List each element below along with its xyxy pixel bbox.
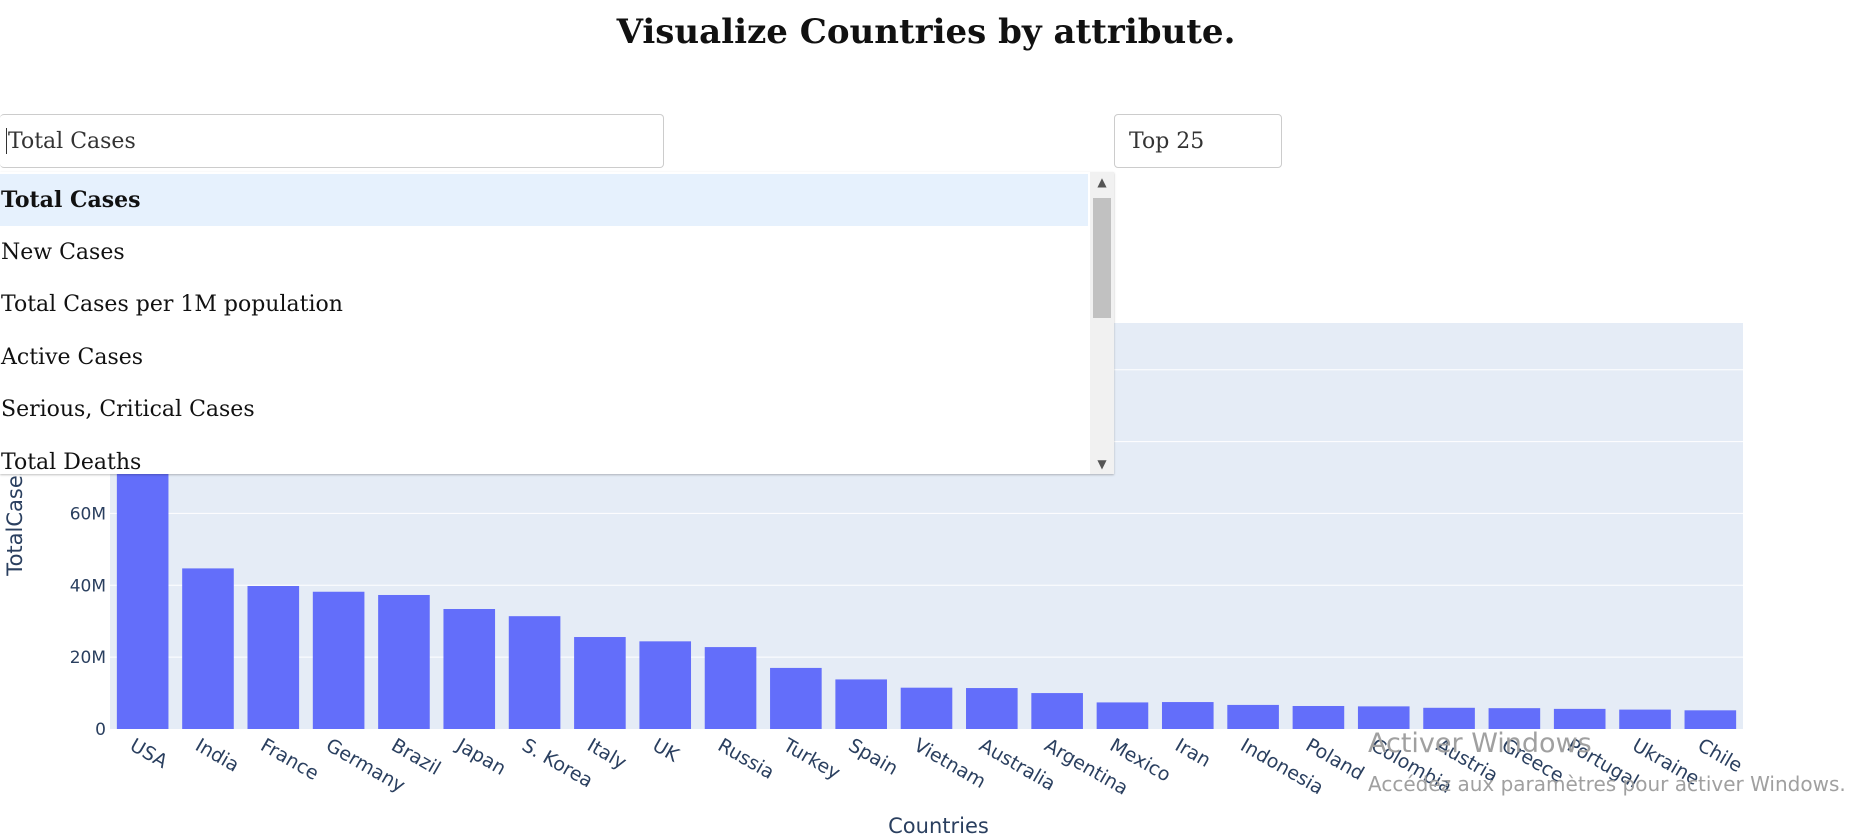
attribute-options-menu[interactable]: Total Cases New Cases Total Cases per 1M p… [0,172,1114,474]
bar-indonesia [1227,704,1279,729]
y-tick-label: 40M [70,576,106,596]
attribute-option[interactable]: Active Cases [1,344,144,370]
scroll-up-arrow-icon[interactable]: ▲ [1097,175,1107,189]
bar-colombia [1357,706,1410,729]
bar-germany [312,591,365,729]
attribute-dropdown-value: Total Cases [8,128,136,154]
bar-france [247,586,300,729]
bar-brazil [378,594,430,729]
y-tick-label: 60M [70,504,106,524]
x-tick-label: Russia [714,734,778,784]
x-tick-label: India [191,734,242,776]
x-tick-label: Spain [845,734,902,780]
bar-iran [1161,702,1214,729]
bar-greece [1488,708,1541,729]
page-title: Visualize Countries by attribute. [616,12,1236,52]
bar-japan [443,608,496,729]
bar-s-korea [508,616,561,729]
bar-poland [1292,706,1345,729]
windows-activation-title: Activer Windows [1368,728,1592,759]
x-tick-label: Vietnam [910,734,990,793]
bar-mexico [1096,702,1149,729]
bar-austria [1423,707,1475,729]
x-axis-title: Countries [888,814,989,838]
bar-turkey [770,667,822,729]
y-axis-title: TotalCases [3,464,27,576]
bar-spain [835,679,887,729]
x-tick-label: Japan [452,734,510,780]
attribute-option[interactable]: Total Cases per 1M population [1,292,343,318]
y-tick-label: 0 [95,720,106,740]
attribute-option[interactable]: Total Cases [0,174,1088,226]
attribute-dropdown[interactable]: Total Cases [0,114,664,168]
bar-russia [704,647,757,729]
bar-vietnam [900,687,953,729]
bar-australia [966,688,1018,729]
bar-italy [574,637,626,729]
x-tick-label: USA [126,734,171,773]
y-tick-label: 20M [70,648,106,668]
x-tick-label: Turkey [778,734,843,784]
x-tick-label: S. Korea [518,734,597,792]
bar-chile [1684,710,1737,729]
top-n-dropdown[interactable]: Top 25 [1114,114,1282,168]
x-tick-label: UK [649,734,683,767]
attribute-option[interactable]: New Cases [1,239,125,265]
scrollbar-thumb[interactable] [1093,198,1111,318]
x-tick-label: France [257,734,323,785]
scroll-down-arrow-icon[interactable]: ▼ [1097,457,1107,471]
bar-ukraine [1619,709,1671,729]
attribute-option[interactable]: Total Deaths [1,450,142,474]
bar-argentina [1031,693,1083,729]
text-cursor [6,128,7,154]
top-n-dropdown-value: Top 25 [1129,128,1205,154]
x-tick-label: Italy [583,734,630,774]
bar-uk [639,641,692,729]
x-tick-label: Iran [1171,734,1214,772]
windows-activation-message: Accédez aux paramètres pour activer Wind… [1368,772,1846,796]
bar-india [182,568,234,729]
attribute-option[interactable]: Serious, Critical Cases [1,397,255,423]
bar-portugal [1553,708,1606,729]
menu-scrollbar[interactable]: ▲ ▼ [1090,172,1114,474]
